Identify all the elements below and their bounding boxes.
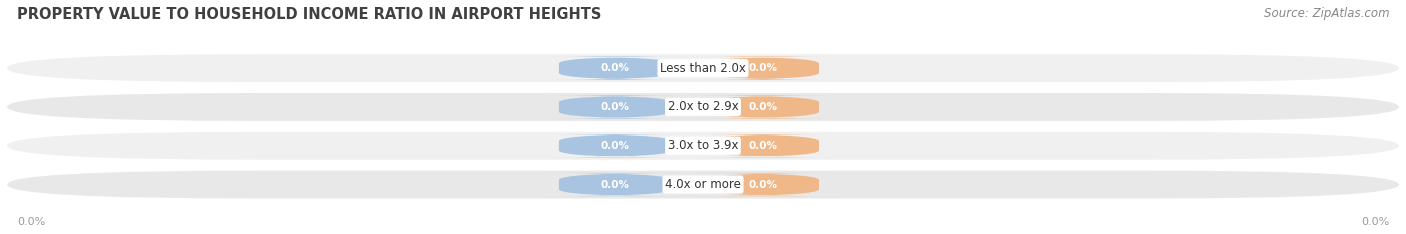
FancyBboxPatch shape (7, 93, 1399, 121)
Text: 0.0%: 0.0% (600, 179, 630, 190)
FancyBboxPatch shape (7, 54, 1399, 82)
Text: 3.0x to 3.9x: 3.0x to 3.9x (668, 139, 738, 152)
Text: 4.0x or more: 4.0x or more (665, 178, 741, 191)
FancyBboxPatch shape (7, 171, 1399, 198)
FancyBboxPatch shape (546, 173, 686, 196)
FancyBboxPatch shape (546, 95, 686, 119)
FancyBboxPatch shape (693, 134, 832, 157)
FancyBboxPatch shape (693, 173, 832, 196)
Text: 0.0%: 0.0% (600, 63, 630, 73)
Text: 2.0x to 2.9x: 2.0x to 2.9x (668, 100, 738, 113)
Text: Less than 2.0x: Less than 2.0x (659, 62, 747, 75)
Text: 0.0%: 0.0% (600, 141, 630, 151)
Text: 0.0%: 0.0% (748, 141, 778, 151)
FancyBboxPatch shape (693, 56, 832, 80)
Text: 0.0%: 0.0% (748, 179, 778, 190)
Text: 0.0%: 0.0% (748, 63, 778, 73)
Text: PROPERTY VALUE TO HOUSEHOLD INCOME RATIO IN AIRPORT HEIGHTS: PROPERTY VALUE TO HOUSEHOLD INCOME RATIO… (17, 7, 602, 22)
FancyBboxPatch shape (546, 134, 686, 157)
FancyBboxPatch shape (693, 95, 832, 119)
Text: 0.0%: 0.0% (600, 102, 630, 112)
Text: 0.0%: 0.0% (748, 102, 778, 112)
Text: 0.0%: 0.0% (17, 217, 45, 227)
Text: 0.0%: 0.0% (1361, 217, 1389, 227)
Text: Source: ZipAtlas.com: Source: ZipAtlas.com (1264, 7, 1389, 20)
FancyBboxPatch shape (7, 132, 1399, 160)
FancyBboxPatch shape (546, 56, 686, 80)
